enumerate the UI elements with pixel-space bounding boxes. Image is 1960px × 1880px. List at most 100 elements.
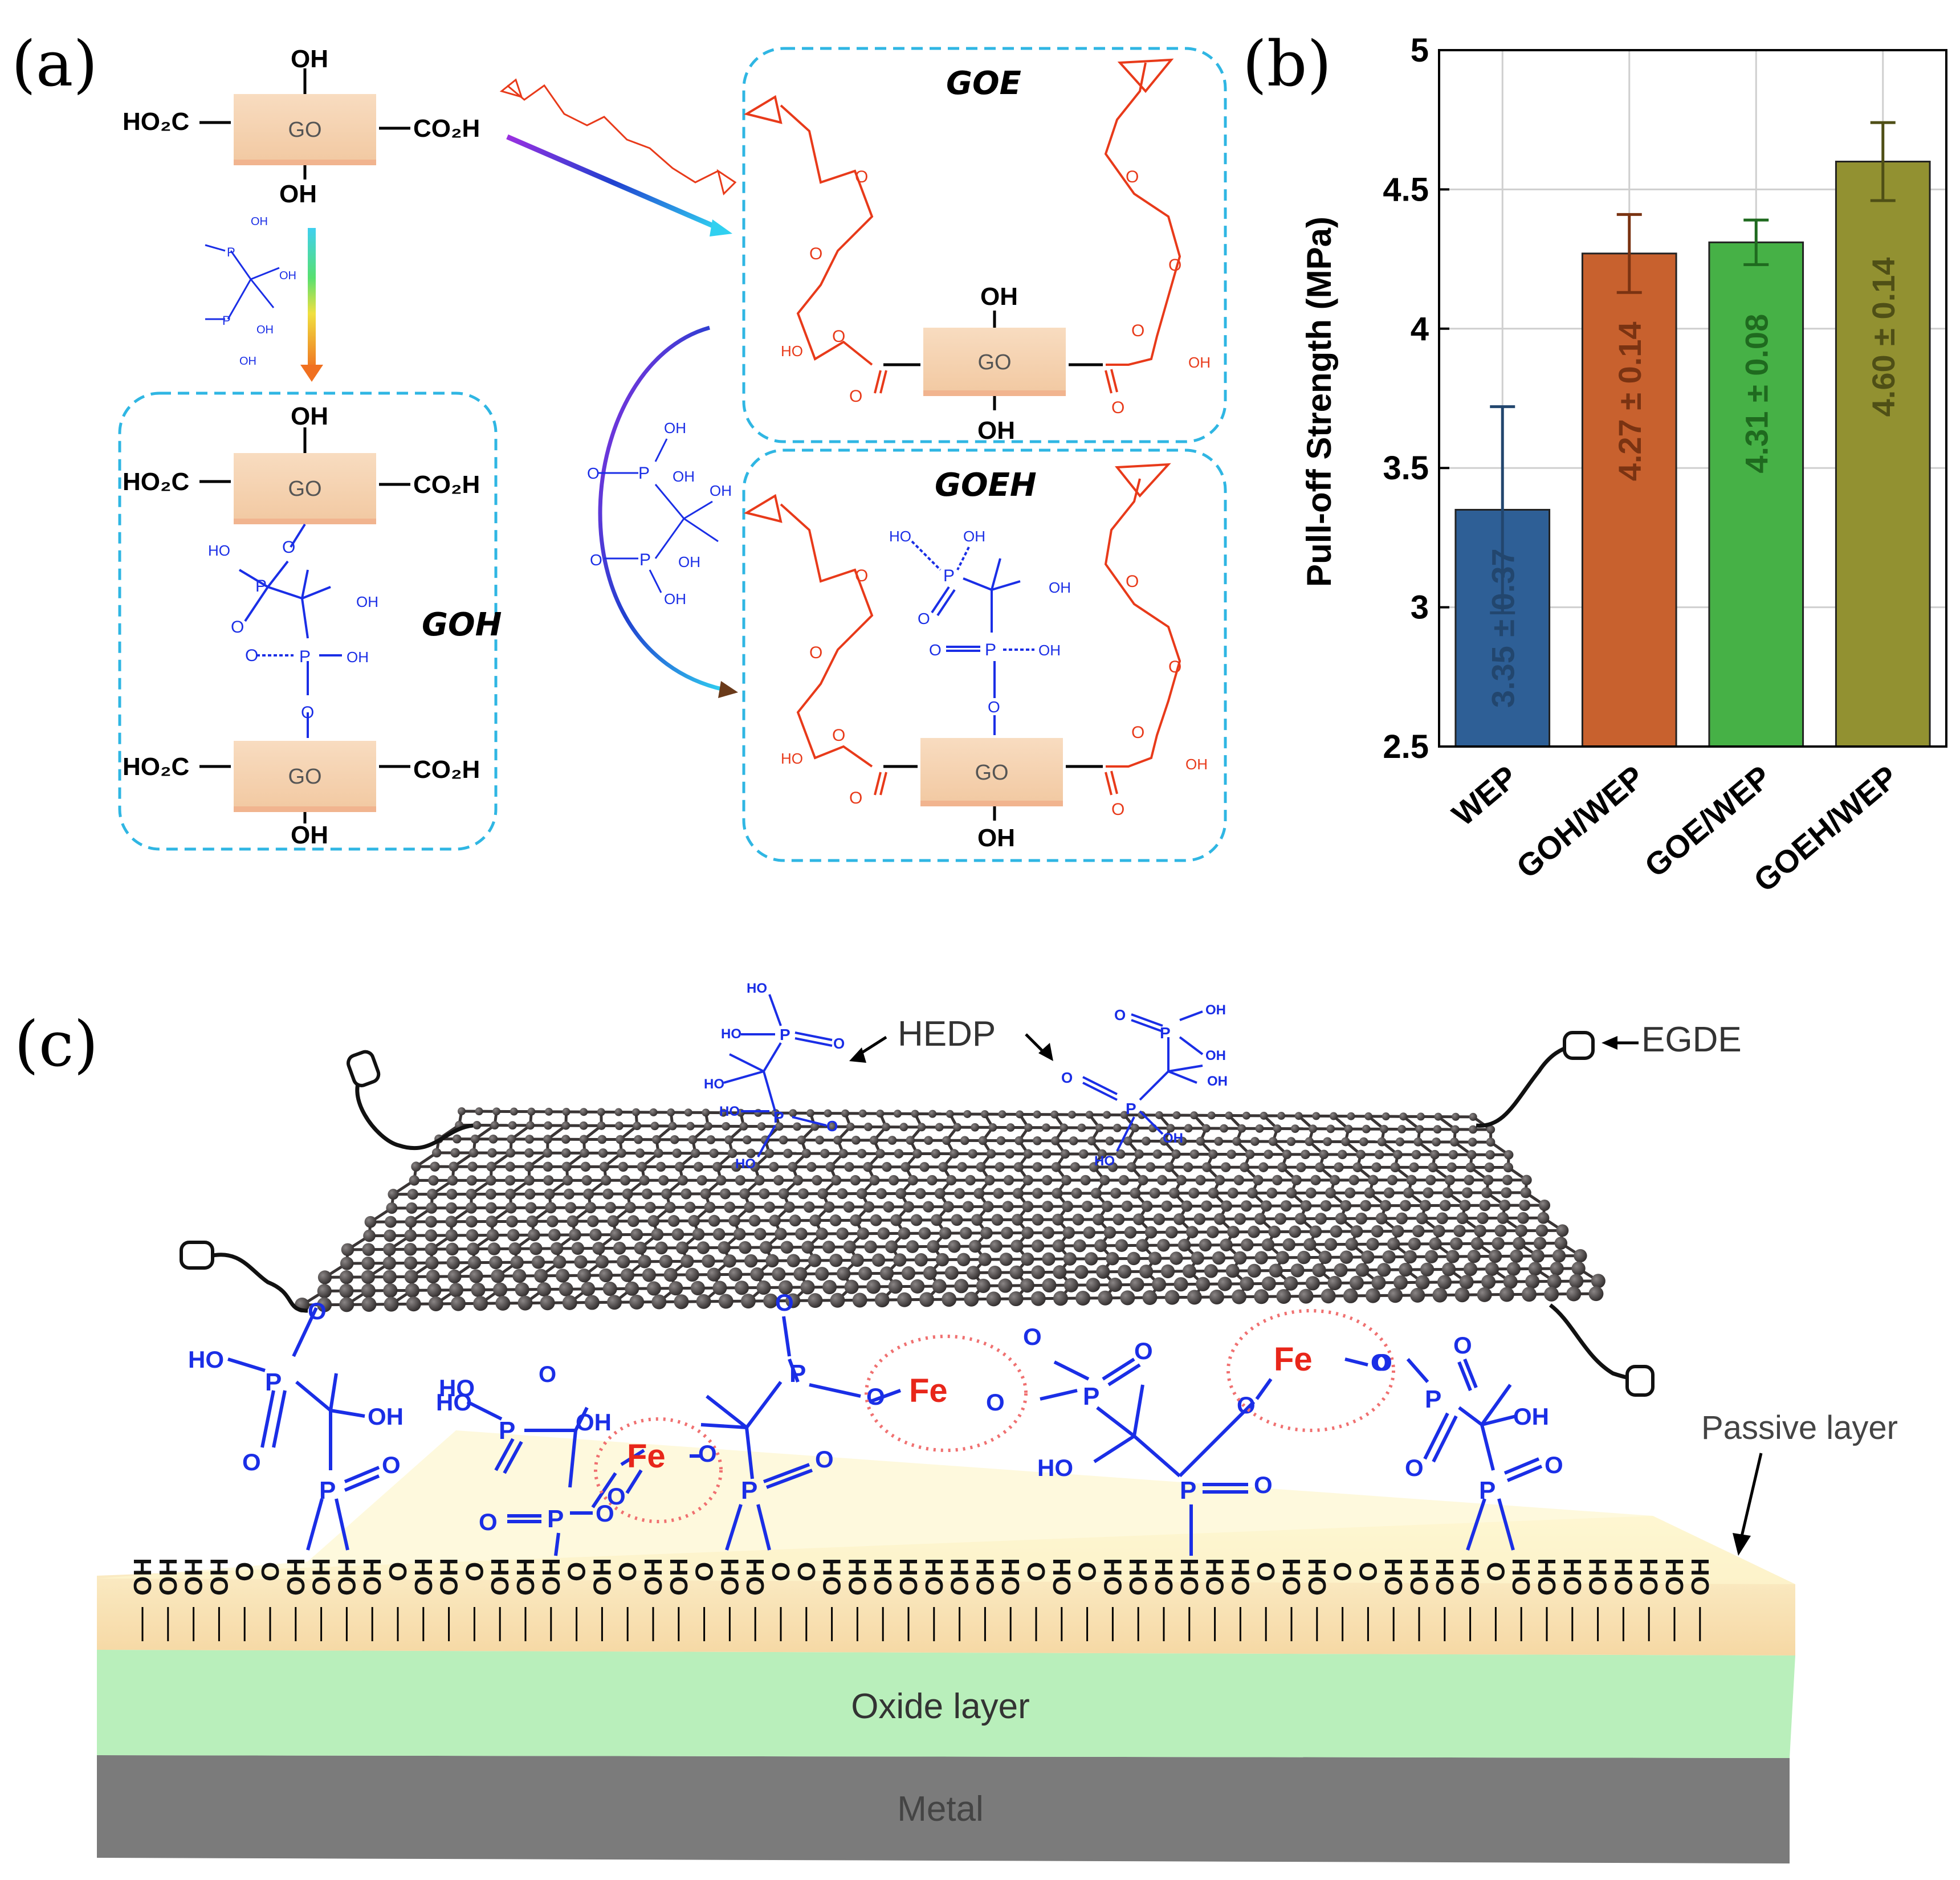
carbon-atom <box>1240 1238 1254 1251</box>
carbon-atom <box>887 1136 897 1145</box>
svg-text:O: O <box>539 1362 556 1387</box>
carbon-atom <box>1120 1290 1135 1306</box>
surface-oh: OH <box>1609 1558 1637 1596</box>
carbon-atom <box>1477 1212 1489 1224</box>
carbon-atom <box>1226 1149 1236 1159</box>
chart-frame <box>1438 49 1947 748</box>
carbon-atom <box>1326 1124 1335 1133</box>
carbon-atom <box>446 1242 459 1256</box>
carbon-atom <box>405 1283 419 1298</box>
surface-o: O <box>384 1562 412 1581</box>
carbon-atom <box>964 1291 979 1307</box>
carbon-atom <box>1099 1175 1110 1186</box>
goh-label: GOH <box>422 606 502 643</box>
svg-text:HO: HO <box>439 1375 475 1401</box>
carbon-atom <box>797 1135 806 1145</box>
carbon-atom <box>1497 1212 1509 1224</box>
carbon-atom <box>672 1148 682 1158</box>
carbon-atom <box>1069 1136 1078 1145</box>
carbon-atom <box>954 1279 969 1294</box>
carbon-atom <box>1464 1175 1474 1185</box>
svg-text:HO: HO <box>436 1389 472 1416</box>
surface-oh: OH <box>818 1558 846 1596</box>
carbon-atom <box>1120 1111 1128 1119</box>
carbon-atom <box>1450 1137 1459 1147</box>
carbon-atom <box>580 1148 589 1158</box>
carbon-atom <box>1503 1274 1518 1289</box>
carbon-atom <box>1185 1226 1199 1238</box>
carbon-atom <box>1301 1149 1310 1160</box>
carbon-atom <box>670 1135 679 1144</box>
surface-oh: OH <box>358 1558 386 1596</box>
carbon-atom <box>1461 1187 1473 1198</box>
svg-text:O: O <box>242 1449 261 1475</box>
carbon-atom <box>589 1228 602 1241</box>
carbon-atom <box>426 1202 438 1214</box>
carbon-atom <box>1499 1287 1514 1302</box>
carbon-atom <box>1430 1149 1440 1160</box>
carbon-atom <box>1520 1187 1531 1198</box>
hedp-top-1 <box>723 994 833 1157</box>
carbon-atom <box>866 1279 881 1294</box>
carbon-atom <box>1283 1276 1298 1291</box>
surface-oh: OH <box>1303 1558 1331 1596</box>
carbon-atom <box>1325 1187 1336 1198</box>
panel-c-label: (c) <box>14 1008 98 1080</box>
carbon-atom <box>775 1122 784 1131</box>
svg-text:OH: OH <box>347 649 369 666</box>
carbon-atom <box>654 1148 663 1158</box>
carbon-atom <box>1286 1187 1297 1199</box>
carbon-atom <box>681 1188 692 1200</box>
carbon-atom <box>529 1242 543 1255</box>
carbon-atom <box>1481 1274 1496 1289</box>
carbon-atom <box>1397 1125 1407 1133</box>
svg-text:O: O <box>986 1389 1005 1416</box>
carbon-atom <box>1515 1224 1528 1237</box>
carbon-atom <box>1073 1239 1086 1253</box>
svg-text:OH: OH <box>368 1403 404 1430</box>
carbon-atom <box>1456 1212 1469 1225</box>
svg-text:O: O <box>1131 321 1144 340</box>
carbon-atom <box>447 1175 458 1186</box>
carbon-atom <box>407 1189 418 1200</box>
carbon-atom <box>597 1135 607 1144</box>
carbon-atom <box>712 1161 723 1172</box>
carbon-atom <box>850 1175 861 1186</box>
carbon-atom <box>466 1229 479 1242</box>
carbon-atom <box>754 1175 765 1186</box>
hedp-top-2 <box>1082 1010 1204 1152</box>
carbon-atom <box>903 1201 915 1213</box>
carbon-atom <box>1063 1278 1079 1292</box>
metal-layer <box>97 1755 1790 1863</box>
carbon-atom <box>527 1229 540 1242</box>
carbon-atom <box>1139 1265 1154 1279</box>
carbon-atom <box>486 1161 496 1172</box>
carbon-atom <box>954 1188 965 1199</box>
carbon-atom <box>976 1278 991 1293</box>
carbon-atom <box>1282 1149 1292 1159</box>
carbon-atom <box>778 1280 793 1295</box>
carbon-atom <box>475 1107 483 1116</box>
carbon-atom <box>900 1162 911 1172</box>
carbon-atom <box>1189 1149 1200 1159</box>
carbon-atom <box>449 1283 464 1298</box>
carbon-atom <box>1441 1262 1456 1277</box>
carbon-atom <box>445 1216 458 1228</box>
carbon-atom <box>1016 1110 1024 1119</box>
carbon-atom <box>561 1121 571 1130</box>
goh-box <box>118 392 498 851</box>
hedp-goeh <box>911 540 1034 735</box>
carbon-atom <box>1413 1137 1423 1147</box>
carbon-atom <box>1141 1200 1153 1212</box>
carbon-atom <box>963 1110 972 1118</box>
hedp-reagent-2 <box>598 438 719 593</box>
carbon-atom <box>1383 1187 1395 1198</box>
carbon-atom <box>1061 1175 1072 1186</box>
carbon-atom <box>668 1122 677 1131</box>
carbon-atom <box>875 1149 885 1159</box>
carbon-atom <box>339 1270 354 1284</box>
goeh-box <box>742 448 1227 862</box>
carbon-atom <box>1081 1200 1093 1212</box>
surface-oh: OH <box>588 1558 616 1596</box>
surface-oh: OH <box>1533 1558 1561 1596</box>
